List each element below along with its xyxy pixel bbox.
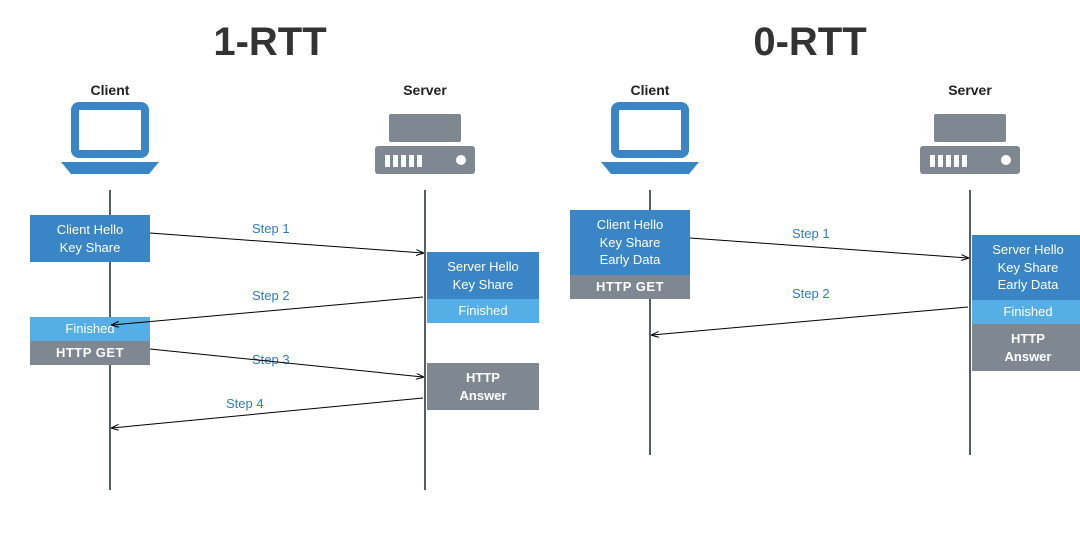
- step-2-label-r: Step 2: [792, 286, 830, 301]
- step-3-label: Step 3: [252, 352, 290, 367]
- msg-server-answer-r: HTTP Answer: [972, 324, 1080, 371]
- server-icon: [365, 110, 485, 185]
- heading-1rtt: 1-RTT: [0, 20, 540, 65]
- laptop-icon: [590, 100, 710, 185]
- role-client-label-r: Client: [590, 82, 710, 98]
- msg-client-httpget: HTTP GET: [30, 341, 150, 365]
- msg-client-hello: Client Hello Key Share: [30, 215, 150, 262]
- msg-server-hello-r: Server Hello Key Share Early Data: [972, 235, 1080, 300]
- role-client-label: Client: [50, 82, 170, 98]
- step-1-label: Step 1: [252, 221, 290, 236]
- step-2-label: Step 2: [252, 288, 290, 303]
- panel-1rtt: 1-RTT Client Server Client Hello Key Sha…: [0, 0, 540, 557]
- role-server-label: Server: [365, 82, 485, 98]
- msg-server-hello: Server Hello Key Share: [427, 252, 539, 299]
- step-4-label: Step 4: [226, 396, 264, 411]
- role-server-label-r: Server: [910, 82, 1030, 98]
- msg-server-answer: HTTP Answer: [427, 363, 539, 410]
- laptop-icon: [50, 100, 170, 185]
- msg-server-finished-r: Finished: [972, 300, 1080, 324]
- msg-client-hello-r: Client Hello Key Share Early Data: [570, 210, 690, 275]
- server-lifeline-r: [969, 190, 971, 455]
- heading-0rtt: 0-RTT: [540, 20, 1080, 65]
- msg-server-finished: Finished: [427, 299, 539, 323]
- server-icon: [910, 110, 1030, 185]
- msg-client-httpget-r: HTTP GET: [570, 275, 690, 299]
- msg-client-finished: Finished: [30, 317, 150, 341]
- step-1-label-r: Step 1: [792, 226, 830, 241]
- server-lifeline: [424, 190, 426, 490]
- panel-0rtt: 0-RTT Client Server Client Hello Key Sha…: [540, 0, 1080, 557]
